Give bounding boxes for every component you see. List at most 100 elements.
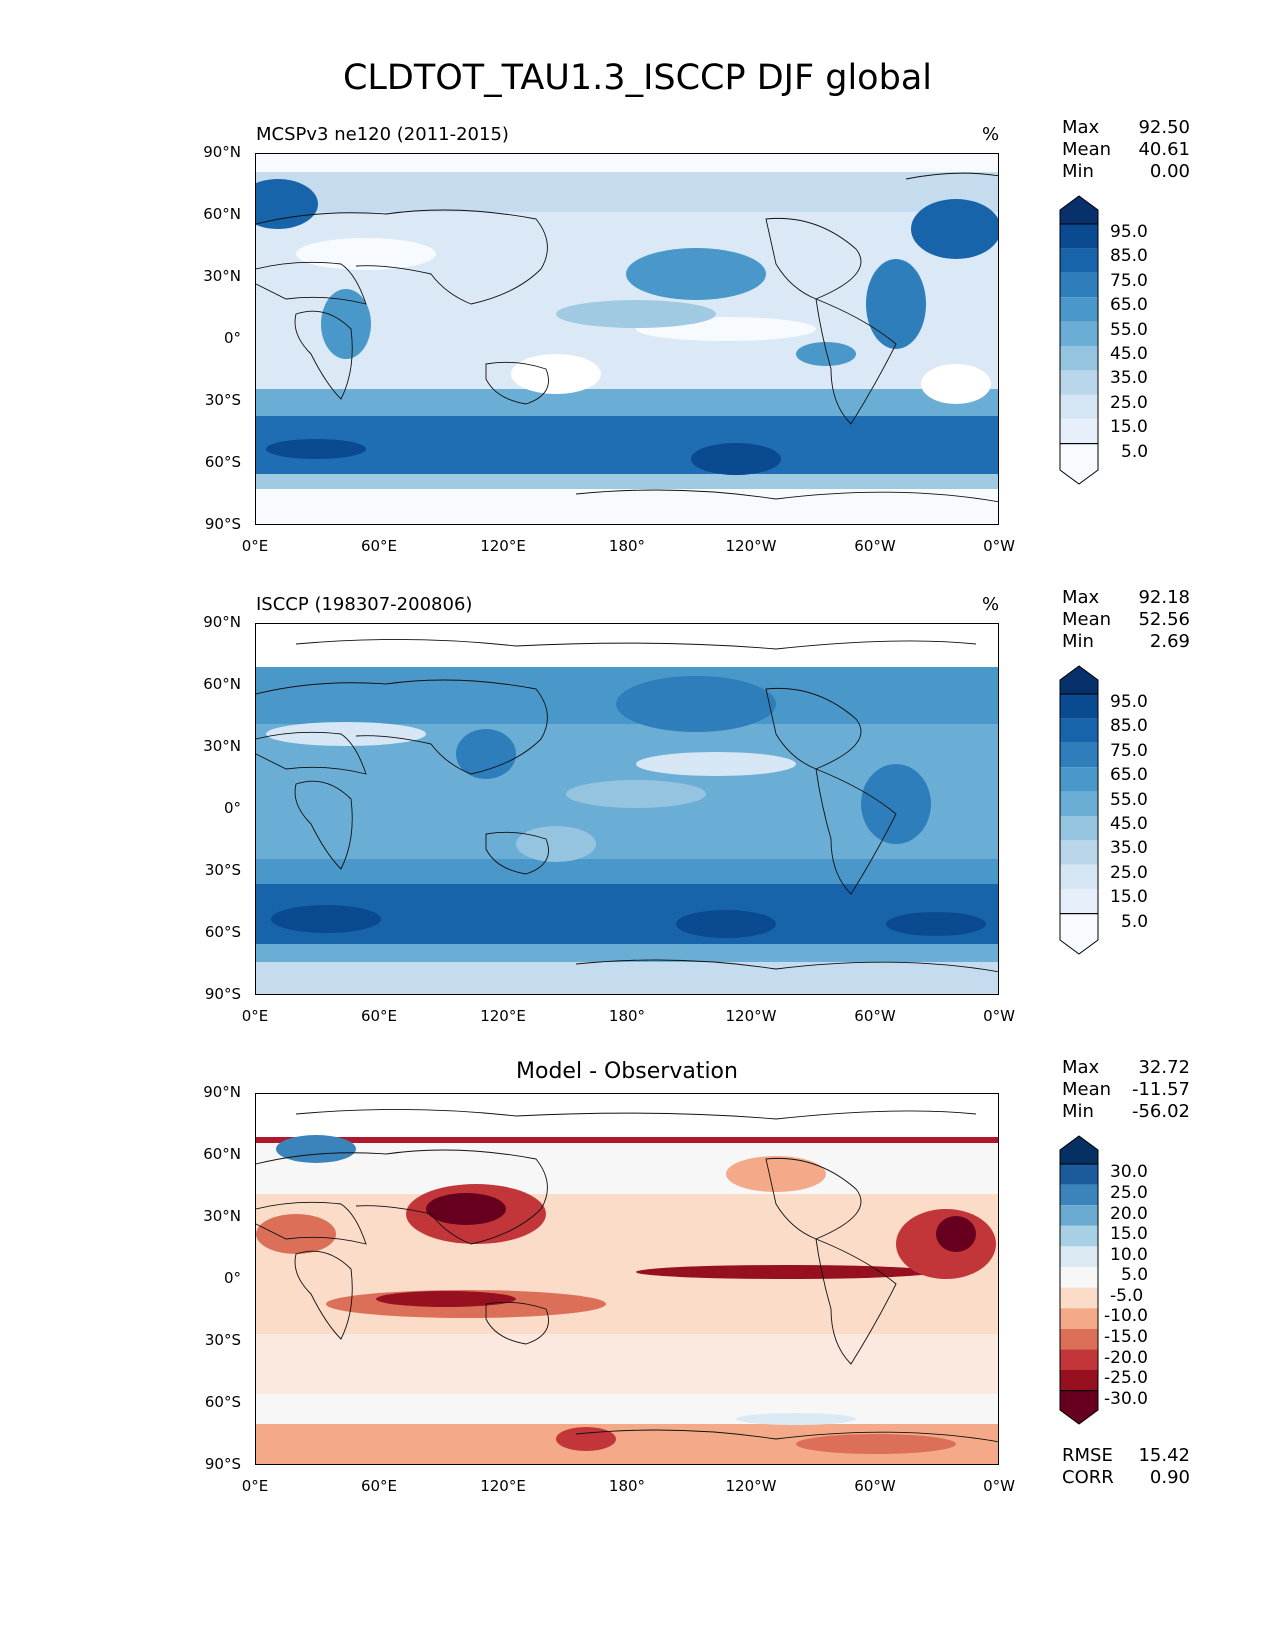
stat-value: -11.57 bbox=[1131, 1079, 1190, 1100]
colorbar-label: -30.0 bbox=[1104, 1389, 1148, 1409]
colorbar-label: 55.0 bbox=[1110, 790, 1148, 810]
cloud-field-observation bbox=[256, 624, 998, 994]
lat-tick: 30°N bbox=[203, 737, 241, 755]
stats-block: Max 92.18 Mean 52.56 Min 2.69 bbox=[1062, 587, 1190, 653]
stat-label: Min bbox=[1062, 161, 1094, 182]
lon-tick: 0°E bbox=[241, 537, 269, 555]
stat-value: 0.00 bbox=[1149, 161, 1190, 182]
colorbar-label: 25.0 bbox=[1110, 393, 1148, 413]
lat-tick: 60°S bbox=[204, 1393, 241, 1411]
lon-tick: 120°E bbox=[480, 1477, 526, 1495]
stat-value: 92.50 bbox=[1138, 117, 1190, 138]
lat-tick: 60°N bbox=[203, 1145, 241, 1163]
lon-tick: 0°E bbox=[241, 1477, 269, 1495]
colorbar-label: 25.0 bbox=[1110, 863, 1148, 883]
figure-title: CLDTOT_TAU1.3_ISCCP DJF global bbox=[342, 58, 932, 98]
lon-tick: 120°W bbox=[725, 1477, 777, 1495]
lat-tick: 0° bbox=[223, 329, 241, 347]
lon-tick: 60°E bbox=[360, 1007, 398, 1025]
colorbar-model bbox=[1059, 195, 1099, 485]
stat-value: 2.69 bbox=[1149, 631, 1190, 652]
unit-label: % bbox=[982, 594, 1000, 615]
colorbar-label: 35.0 bbox=[1110, 838, 1148, 858]
stats-block: Max 92.50 Mean 40.61 Min 0.00 bbox=[1062, 117, 1190, 183]
lon-tick: 120°W bbox=[725, 537, 777, 555]
lat-tick: 30°N bbox=[203, 1207, 241, 1225]
lat-tick: 0° bbox=[223, 1269, 241, 1287]
stat-value: -56.02 bbox=[1131, 1101, 1190, 1122]
colorbar-label: 15.0 bbox=[1110, 887, 1148, 907]
colorbar-label: 5.0 bbox=[1121, 1265, 1149, 1285]
stat-label: Min bbox=[1062, 1101, 1094, 1122]
lon-tick: 0°W bbox=[983, 1007, 1015, 1025]
colorbar-label: 5.0 bbox=[1121, 912, 1149, 932]
colorbar-label: 55.0 bbox=[1110, 320, 1148, 340]
metric-value: 15.42 bbox=[1138, 1445, 1190, 1466]
colorbar-label: -20.0 bbox=[1104, 1348, 1148, 1368]
stat-value: 52.56 bbox=[1138, 609, 1190, 630]
lon-tick: 180° bbox=[608, 1007, 646, 1025]
colorbar-label: 65.0 bbox=[1110, 295, 1148, 315]
colorbar-label: 15.0 bbox=[1110, 1224, 1148, 1244]
lon-tick: 0°W bbox=[983, 537, 1015, 555]
lon-tick: 60°E bbox=[360, 1477, 398, 1495]
panel-title: Model - Observation bbox=[516, 1059, 738, 1084]
lat-tick: 60°N bbox=[203, 205, 241, 223]
colorbar-label: 85.0 bbox=[1110, 716, 1148, 736]
lon-tick: 120°E bbox=[480, 537, 526, 555]
colorbar-label: 95.0 bbox=[1110, 222, 1148, 242]
colorbar-label: 30.0 bbox=[1110, 1162, 1148, 1182]
colorbar-label: 45.0 bbox=[1110, 814, 1148, 834]
lon-tick: 60°W bbox=[854, 1477, 896, 1495]
map-observation bbox=[255, 623, 999, 995]
stat-label: Max bbox=[1062, 117, 1100, 138]
lat-tick: 30°S bbox=[204, 1331, 241, 1349]
metric-label: RMSE bbox=[1062, 1445, 1113, 1466]
stat-label: Max bbox=[1062, 1057, 1100, 1078]
colorbar-label: 10.0 bbox=[1110, 1245, 1148, 1265]
colorbar-observation bbox=[1059, 665, 1099, 955]
lat-tick: 60°S bbox=[204, 453, 241, 471]
colorbar-label: 25.0 bbox=[1110, 1183, 1148, 1203]
lat-tick: 90°N bbox=[203, 143, 241, 161]
lon-tick: 120°E bbox=[480, 1007, 526, 1025]
lat-tick: 90°S bbox=[204, 515, 241, 533]
colorbar-label: 15.0 bbox=[1110, 417, 1148, 437]
stats-block: Max 32.72 Mean -11.57 Min -56.02 bbox=[1062, 1057, 1190, 1123]
colorbar-label: -10.0 bbox=[1104, 1306, 1148, 1326]
colorbar-difference bbox=[1059, 1135, 1099, 1425]
colorbar-label: -15.0 bbox=[1104, 1327, 1148, 1347]
stat-value: 40.61 bbox=[1138, 139, 1190, 160]
unit-label: % bbox=[982, 124, 1000, 145]
lon-tick: 60°W bbox=[854, 1007, 896, 1025]
lat-tick: 60°S bbox=[204, 923, 241, 941]
map-difference bbox=[255, 1093, 999, 1465]
lat-tick: 30°S bbox=[204, 391, 241, 409]
lon-tick: 0°E bbox=[241, 1007, 269, 1025]
lon-tick: 0°W bbox=[983, 1477, 1015, 1495]
difference-field bbox=[256, 1094, 998, 1464]
panel-title: MCSPv3 ne120 (2011-2015) bbox=[256, 124, 509, 145]
colorbar-label: -5.0 bbox=[1110, 1286, 1144, 1306]
colorbar-label: -25.0 bbox=[1104, 1368, 1148, 1388]
lat-tick: 60°N bbox=[203, 675, 241, 693]
lon-tick: 60°W bbox=[854, 537, 896, 555]
lat-tick: 90°N bbox=[203, 1083, 241, 1101]
colorbar-label: 75.0 bbox=[1110, 741, 1148, 761]
stat-label: Mean bbox=[1062, 139, 1112, 160]
panel-title: ISCCP (198307-200806) bbox=[256, 594, 473, 615]
map-model bbox=[255, 153, 999, 525]
metric-value: 0.90 bbox=[1149, 1467, 1190, 1488]
lon-tick: 180° bbox=[608, 537, 646, 555]
colorbar-label: 45.0 bbox=[1110, 344, 1148, 364]
stat-label: Min bbox=[1062, 631, 1094, 652]
metric-label: CORR bbox=[1062, 1467, 1114, 1488]
lat-tick: 90°N bbox=[203, 613, 241, 631]
stat-label: Mean bbox=[1062, 1079, 1112, 1100]
lat-tick: 90°S bbox=[204, 1455, 241, 1473]
stat-label: Max bbox=[1062, 587, 1100, 608]
lat-tick: 90°S bbox=[204, 985, 241, 1003]
lat-tick: 0° bbox=[223, 799, 241, 817]
colorbar-label: 75.0 bbox=[1110, 271, 1148, 291]
colorbar-label: 65.0 bbox=[1110, 765, 1148, 785]
